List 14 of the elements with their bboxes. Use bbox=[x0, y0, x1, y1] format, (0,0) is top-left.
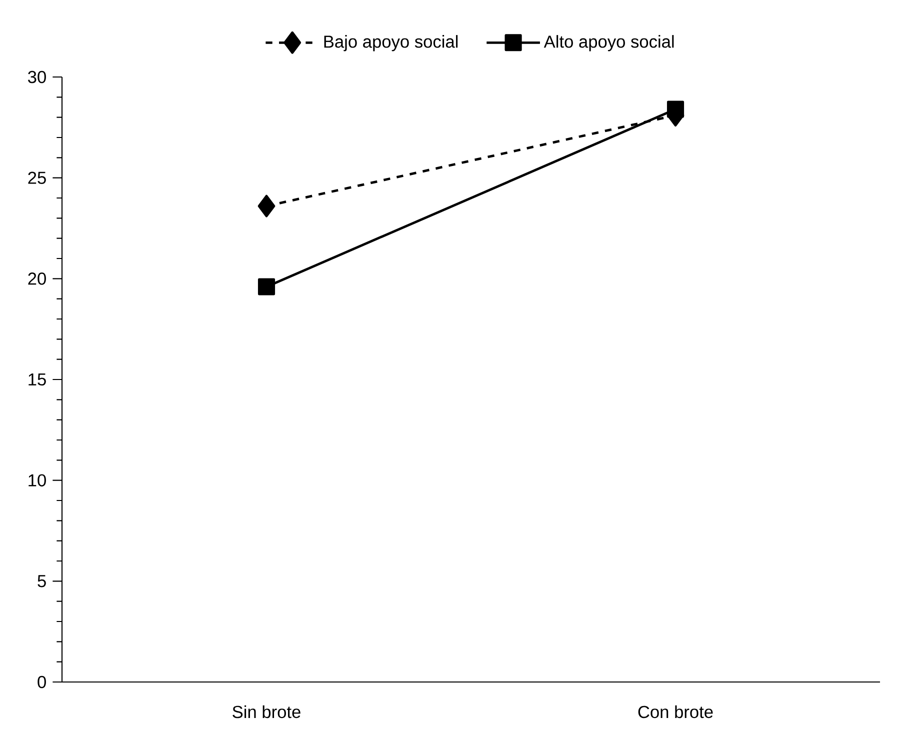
y-tick-label: 20 bbox=[28, 272, 46, 285]
y-tick-label: 15 bbox=[28, 373, 46, 386]
point bbox=[666, 100, 684, 118]
y-tick-label: 5 bbox=[38, 575, 46, 588]
point bbox=[258, 278, 276, 296]
y-tick-label: 10 bbox=[28, 474, 46, 486]
y-tick-label: 0 bbox=[38, 676, 46, 688]
x-tick-label: Sin brote bbox=[232, 705, 300, 718]
x-tick-label: Con brote bbox=[638, 705, 713, 718]
y-tick-label: 25 bbox=[28, 172, 46, 184]
legend-label: Bajo apoyo social bbox=[324, 35, 458, 52]
y-tick-label: 30 bbox=[28, 70, 46, 84]
point bbox=[258, 194, 276, 218]
legend-label: Alto apoyo social bbox=[544, 35, 674, 52]
